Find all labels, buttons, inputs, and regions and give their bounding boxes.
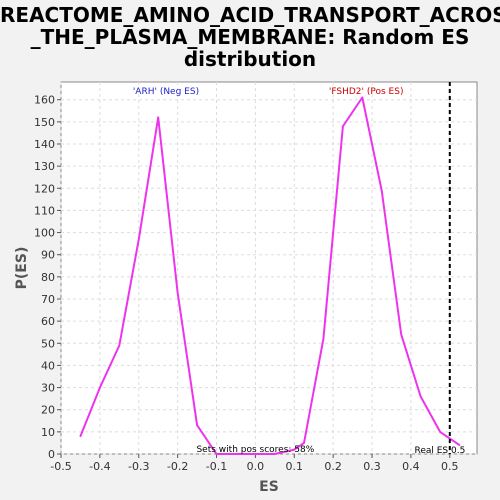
real-es-annotation: Real ES 0.5 [414,446,465,456]
x-tick-label: -0.5 [50,460,71,473]
y-tick-label: 150 [34,116,55,129]
y-tick-label: 30 [41,382,55,395]
y-tick-label: 140 [34,138,55,151]
axis-layer: -0.5 -0.4 -0.3 -0.2 -0.1 0.0 0.1 0.2 0.3 0.4 0.5 0 1… [34,94,459,473]
x-tick-label: -0.2 [167,460,188,473]
es-data-point [137,238,140,241]
y-tick-label: 40 [41,359,55,372]
plot-area [60,81,478,455]
es-data-point [458,444,461,446]
x-tick-label: -0.3 [128,460,149,473]
chart-title-line-2: _THE_PLASMA_MEMBRANE: Random ES [30,25,470,49]
es-data-point [235,453,237,455]
y-tick-label: 0 [48,448,55,461]
x-tick-label: 0.3 [363,460,381,473]
pos-scores-annotation: Sets with pos scores: 58% [196,445,314,455]
es-data-point [254,453,257,455]
y-tick-label: 110 [34,204,55,217]
es-data-point [400,333,402,336]
chart-title-line-1: REACTOME_AMINO_ACID_TRANSPORT_ACROSS [0,3,500,27]
es-data-point [157,116,159,119]
x-tick-label: 0.1 [286,460,304,473]
es-data-point [176,291,179,294]
es-data-point [439,431,441,433]
es-data-point [342,125,344,128]
pos-es-annotation: 'FSHD2' (Pos ES) [329,87,404,97]
x-tick-label: 0.2 [324,460,342,473]
es-data-point [303,442,305,444]
x-tick-label: -0.1 [206,460,227,473]
es-data-point [99,386,101,389]
y-axis-label: P(ES) [14,247,30,290]
x-tick-label: -0.4 [89,460,110,473]
es-data-point [196,424,198,427]
es-data-point [79,435,82,438]
es-data-point [361,96,364,99]
y-tick-label: 20 [41,404,55,417]
chart-title: REACTOME_AMINO_ACID_TRANSPORT_ACROSS _TH… [0,4,500,70]
y-tick-label: 160 [34,94,55,107]
y-tick-label: 60 [41,315,55,328]
es-data-point [118,344,121,347]
es-data-point [380,189,383,192]
es-data-point [274,453,276,455]
x-tick-label: 0.4 [402,460,420,473]
es-data-point [215,453,218,455]
series-layer [79,82,461,455]
x-tick-label: 0.0 [247,460,265,473]
y-tick-label: 50 [41,337,55,350]
x-axis-label: ES [259,479,279,495]
chart-title-line-3: distribution [183,47,317,71]
y-tick-label: 10 [41,426,55,439]
es-data-point [322,338,325,340]
y-tick-label: 70 [41,293,55,306]
y-tick-label: 80 [41,271,55,284]
es-data-point [293,448,296,451]
y-tick-label: 90 [41,249,55,262]
x-tick-label: 0.5 [441,460,459,473]
y-tick-label: 120 [34,182,55,195]
y-tick-label: 130 [34,160,55,173]
neg-es-annotation: 'ARH' (Neg ES) [133,87,199,97]
es-data-point [419,395,422,398]
annotation-layer: 'ARH' (Neg ES) 'FSHD2' (Pos ES) Sets with … [133,87,465,456]
y-tick-label: 100 [34,227,55,240]
